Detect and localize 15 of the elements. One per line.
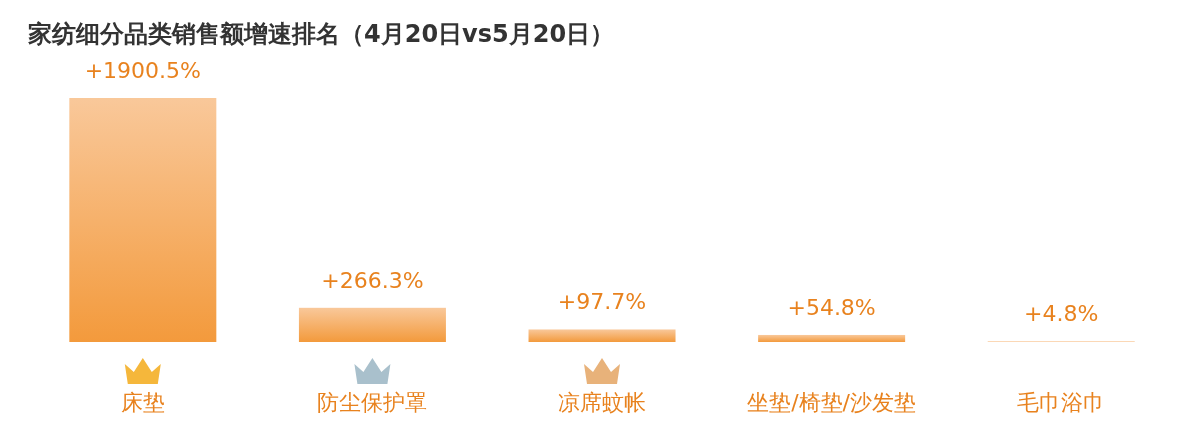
bar (298, 307, 446, 342)
chart-title: 家纺细分品类销售额增速排名（4月20日vs5月20日） (27, 19, 616, 50)
x-tick-label: 床垫 (120, 390, 165, 415)
data-label: +4.8% (1024, 301, 1099, 327)
data-label: +266.3% (321, 267, 424, 293)
x-tick-label: 坐垫/椅垫/沙发垫 (747, 390, 917, 415)
bar (528, 329, 676, 342)
data-label: +97.7% (557, 289, 647, 315)
data-label: +1900.5% (84, 58, 201, 83)
x-tick-label: 防尘保护罩 (317, 390, 428, 415)
bar (69, 98, 217, 342)
bar (758, 334, 906, 342)
x-tick-label: 凉席蚊帐 (558, 390, 646, 415)
x-tick-label: 毛巾浴巾 (1017, 390, 1106, 415)
data-label: +54.8% (787, 294, 876, 320)
